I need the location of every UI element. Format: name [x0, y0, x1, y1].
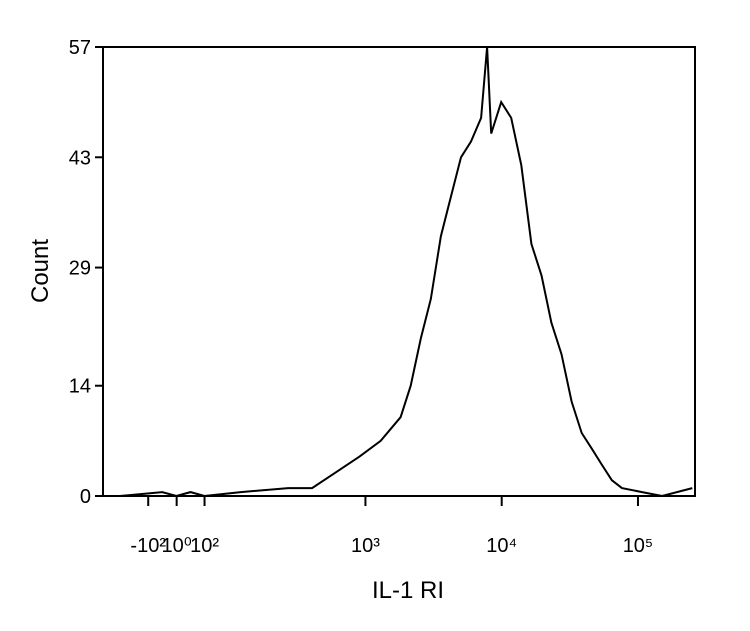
y-tick-label: 0: [80, 486, 91, 508]
x-tick-label: 10⁴: [486, 535, 517, 557]
x-tick-label: -10²: [130, 535, 166, 557]
y-tick-label: 57: [69, 37, 91, 59]
x-tick-label: 10³: [351, 535, 380, 557]
y-tick-label: 43: [69, 147, 91, 169]
x-tick-label: 10⁵: [623, 535, 654, 557]
y-axis-label: Count: [27, 239, 54, 303]
histogram-line: [119, 46, 693, 498]
y-tick-label: 29: [69, 258, 91, 280]
x-tick-label: 10⁰: [162, 535, 192, 557]
plot-frame: [102, 46, 696, 497]
x-axis-label: IL-1 RI: [372, 577, 444, 604]
x-tick-label: 10²: [190, 535, 219, 557]
y-tick-label: 14: [69, 376, 91, 398]
